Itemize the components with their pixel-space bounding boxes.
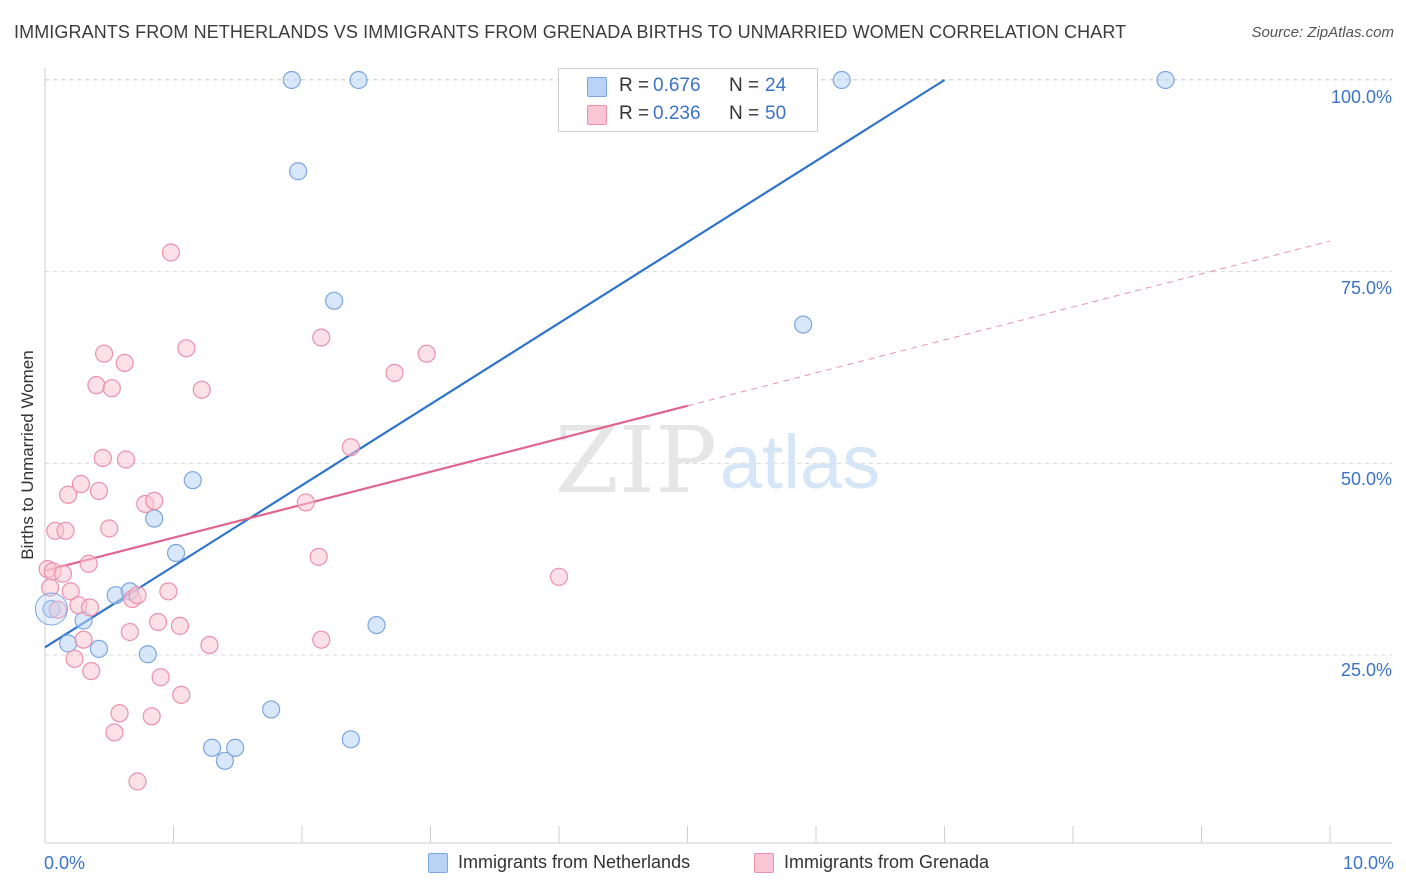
data-point-pink-25 [116, 450, 136, 469]
y-tick-label-75: 75.0% [1340, 278, 1392, 298]
y-tick-label-25: 25.0% [1340, 660, 1392, 680]
data-point-pink-28 [128, 586, 147, 605]
data-point-blue-13 [262, 700, 281, 719]
data-points [34, 70, 1175, 791]
data-point-blue-15 [289, 162, 308, 181]
data-point-pink-13 [79, 554, 98, 573]
data-point-pink-18 [93, 448, 112, 468]
series-name: Immigrants from Grenada [784, 852, 990, 872]
series-name: Immigrants from Netherlands [458, 852, 691, 872]
data-point-pink-38 [172, 685, 191, 704]
data-point-pink-23 [110, 704, 129, 723]
data-point-blue-9 [183, 471, 202, 490]
data-point-blue-18 [349, 70, 368, 90]
data-point-pink-8 [61, 582, 80, 601]
data-point-pink-34 [151, 668, 170, 687]
data-point-pink-4 [48, 600, 67, 619]
data-point-pink-29 [128, 772, 147, 791]
r-label: R = [619, 103, 650, 124]
data-point-blue-19 [367, 615, 386, 635]
data-point-pink-21 [102, 379, 121, 398]
data-point-pink-17 [89, 481, 109, 501]
data-point-pink-43 [309, 547, 328, 566]
watermark-zip: ZIP [555, 407, 717, 514]
data-point-pink-15 [82, 661, 101, 681]
y-axis-label: Births to Unmarried Women [18, 350, 37, 560]
legend-swatch-pink [754, 853, 774, 873]
data-point-pink-16 [87, 376, 106, 395]
legend-swatch-blue [587, 77, 607, 97]
grid-lines [45, 79, 1392, 656]
axes [44, 68, 1392, 844]
legend-swatch-blue [428, 853, 448, 873]
data-point-pink-39 [177, 339, 196, 358]
y-tick-label-100: 100.0% [1330, 87, 1392, 107]
trend-extension-pink [687, 240, 1331, 407]
data-point-pink-48 [417, 344, 436, 363]
data-point-pink-31 [142, 707, 161, 726]
n-label: N = [729, 75, 760, 96]
data-point-pink-6 [56, 521, 75, 540]
data-point-pink-9 [65, 649, 84, 668]
data-point-blue-20 [794, 315, 813, 334]
data-point-blue-3 [89, 639, 109, 658]
chart-title: IMMIGRANTS FROM NETHERLANDS VS IMMIGRANT… [14, 22, 1127, 42]
data-point-pink-47 [385, 363, 404, 382]
legend-swatch-pink [587, 105, 607, 125]
data-point-pink-37 [170, 616, 190, 635]
data-point-pink-40 [192, 380, 211, 399]
data-point-pink-14 [80, 598, 100, 617]
data-point-pink-41 [200, 635, 219, 655]
data-point-blue-12 [226, 738, 245, 757]
data-point-pink-35 [159, 582, 178, 601]
data-point-pink-7 [59, 485, 78, 504]
r-value: 0.676 [653, 75, 701, 96]
data-point-pink-19 [95, 344, 114, 363]
data-point-blue-17 [341, 730, 360, 749]
n-value: 50 [765, 103, 787, 124]
data-point-pink-24 [115, 353, 134, 372]
data-point-pink-33 [148, 612, 168, 632]
x-tick-label-min: 0.0% [44, 853, 86, 873]
watermark: ZIP atlas [555, 407, 880, 514]
r-label: R = [619, 75, 650, 96]
data-point-pink-44 [312, 630, 331, 649]
data-point-pink-32 [145, 491, 164, 510]
data-point-pink-20 [100, 519, 119, 538]
data-point-blue-8 [166, 543, 186, 563]
watermark-atlas: atlas [720, 420, 881, 505]
data-point-pink-49 [549, 567, 569, 586]
data-point-blue-22 [832, 70, 851, 90]
data-point-blue-14 [282, 70, 301, 90]
data-point-pink-26 [120, 622, 139, 642]
data-point-blue-16 [325, 291, 344, 310]
r-value: 0.236 [653, 103, 701, 124]
trend-line-blue [44, 79, 946, 649]
data-point-blue-10 [202, 738, 222, 757]
data-point-pink-5 [53, 564, 73, 583]
data-point-pink-11 [71, 474, 91, 494]
y-tick-label-50: 50.0% [1340, 469, 1392, 489]
data-point-cluster-blue [34, 592, 68, 626]
n-label: N = [729, 103, 760, 124]
data-point-blue-23 [1156, 70, 1175, 90]
trend-line-pink [44, 404, 688, 572]
data-point-pink-22 [105, 723, 124, 742]
source-label: Source: ZipAtlas.com [1251, 24, 1394, 41]
x-tick-label-max: 10.0% [1342, 853, 1394, 873]
data-point-blue-6 [138, 645, 157, 664]
data-point-pink-42 [296, 493, 315, 512]
n-value: 24 [765, 75, 787, 96]
data-point-blue-1 [59, 634, 78, 653]
data-point-pink-45 [312, 328, 331, 347]
data-point-blue-7 [145, 509, 164, 528]
data-point-pink-12 [74, 630, 93, 649]
data-point-pink-46 [341, 438, 360, 457]
data-point-blue-11 [215, 751, 234, 770]
trend-lines [44, 79, 1331, 649]
data-point-pink-36 [161, 243, 181, 262]
correlation-legend: R = 0.676 N = 24 R = 0.236 N = 50 [558, 68, 818, 132]
